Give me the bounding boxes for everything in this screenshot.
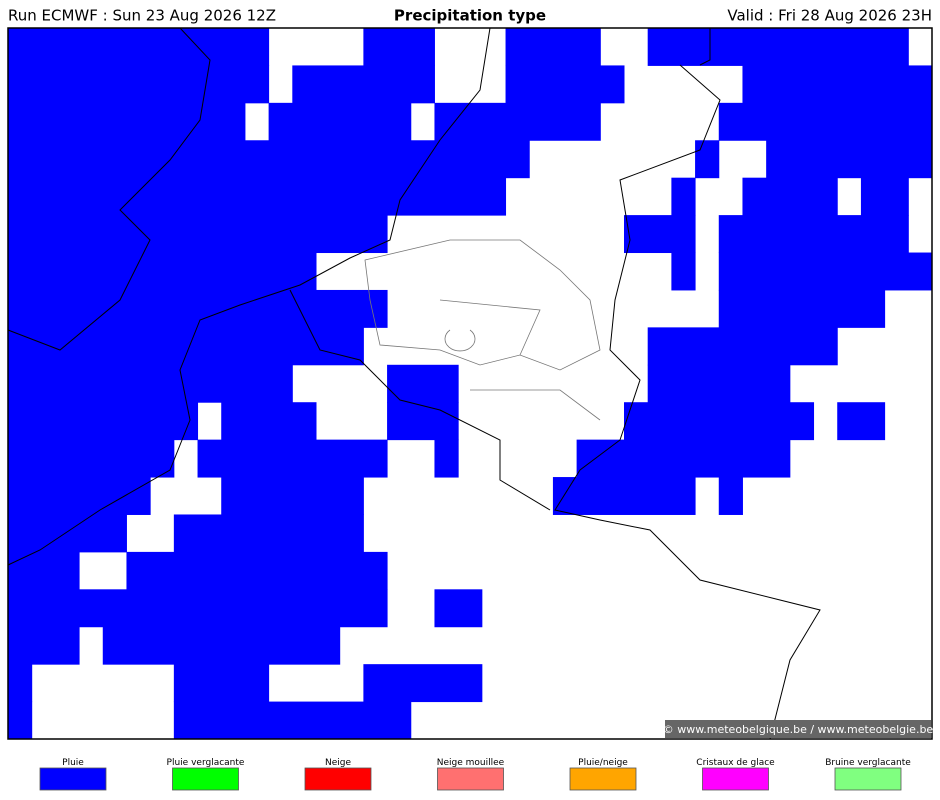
rain-cell <box>387 402 459 441</box>
rain-cell <box>671 177 696 216</box>
legend-label: Neige <box>325 758 351 768</box>
rain-cell <box>8 102 246 141</box>
rain-cell <box>8 252 317 291</box>
legend-label: Neige mouillee <box>437 758 505 768</box>
borders <box>7 27 821 740</box>
rain-cell <box>387 364 459 403</box>
rain-cell <box>647 327 838 366</box>
legend-swatch <box>304 767 372 791</box>
rain-cell <box>837 402 886 441</box>
run-label: Run ECMWF : Sun 23 Aug 2026 12Z <box>8 7 276 25</box>
coastline <box>7 27 491 566</box>
rain-cell <box>671 252 696 291</box>
rain-cell <box>434 439 459 478</box>
rain-cell <box>8 364 293 403</box>
rain-cell <box>8 701 33 740</box>
rain-cell <box>8 589 388 628</box>
rain-cell <box>718 102 933 141</box>
rain-cell <box>363 28 435 66</box>
border-south <box>289 289 551 511</box>
rain-cell <box>624 402 815 441</box>
rain-cell <box>8 140 530 179</box>
rain-cell <box>742 65 933 104</box>
legend-label: Pluie <box>62 758 84 768</box>
rain-cell <box>552 477 696 515</box>
legend-label: Cristaux de glace <box>696 758 775 768</box>
rain-cell <box>718 477 743 515</box>
rain-cell <box>624 215 696 254</box>
coastline-uk <box>7 27 211 351</box>
rain-cell <box>860 177 909 216</box>
rain-cell <box>8 65 270 104</box>
rain-cell <box>8 177 507 216</box>
rain-cell <box>434 589 483 628</box>
rain-cell <box>8 28 270 66</box>
rain-cell <box>8 626 80 665</box>
rain-cell <box>647 364 791 403</box>
rain-cell <box>173 514 364 553</box>
region-lines <box>439 299 601 421</box>
rain-cell <box>766 140 933 179</box>
rain-cell <box>221 402 317 441</box>
rain-cell <box>8 439 175 478</box>
rain-cell <box>221 477 364 515</box>
legend: Pluie Pluie verglacante Neige Neige mouille… <box>39 758 911 791</box>
border-north <box>699 28 711 66</box>
region-outline <box>364 239 601 371</box>
rain-cell <box>173 664 270 703</box>
legend-swatch <box>834 767 902 791</box>
rain-cell <box>197 439 388 478</box>
rain-cell <box>8 215 388 254</box>
rain-cell <box>742 177 838 216</box>
rain-cell <box>8 514 127 553</box>
rain-cell <box>8 289 388 328</box>
rain-cell <box>8 551 80 590</box>
rain-cell <box>363 664 483 703</box>
copyright: © www.meteobelgique.be / www.meteobelgie… <box>663 723 934 736</box>
rain-cell <box>718 289 886 328</box>
rain-cell <box>8 477 151 515</box>
rain-cell <box>8 402 199 441</box>
rain-cell <box>268 102 412 141</box>
precip-grid <box>8 28 933 740</box>
rain-cell <box>505 65 625 104</box>
legend-swatch <box>437 767 504 791</box>
rain-cell <box>576 439 791 478</box>
rain-cell <box>434 102 601 141</box>
legend-label: Bruine verglacante <box>825 758 911 768</box>
legend-swatch <box>172 767 239 791</box>
map-title: Precipitation type <box>394 7 546 25</box>
rain-cell <box>718 252 933 291</box>
legend-swatch <box>39 767 107 791</box>
legend-swatch <box>569 767 637 791</box>
rain-cell <box>505 28 601 66</box>
legend-swatch <box>702 767 769 791</box>
rain-cell <box>173 701 412 740</box>
legend-label: Pluie/neige <box>578 758 628 768</box>
rain-cell <box>8 327 364 366</box>
rain-cell <box>126 551 388 590</box>
rain-cell <box>292 65 435 104</box>
border-east <box>554 64 821 740</box>
legend-label: Pluie verglacante <box>167 758 245 768</box>
rain-cell <box>647 28 909 66</box>
rain-cell <box>102 626 341 665</box>
map-frame <box>7 27 933 740</box>
rain-cell <box>695 140 720 179</box>
regions <box>364 239 601 421</box>
copyright-bg <box>665 720 931 738</box>
rain-cell <box>8 664 33 703</box>
rain-cell <box>718 215 909 254</box>
valid-label: Valid : Fri 28 Aug 2026 23H <box>727 7 932 25</box>
